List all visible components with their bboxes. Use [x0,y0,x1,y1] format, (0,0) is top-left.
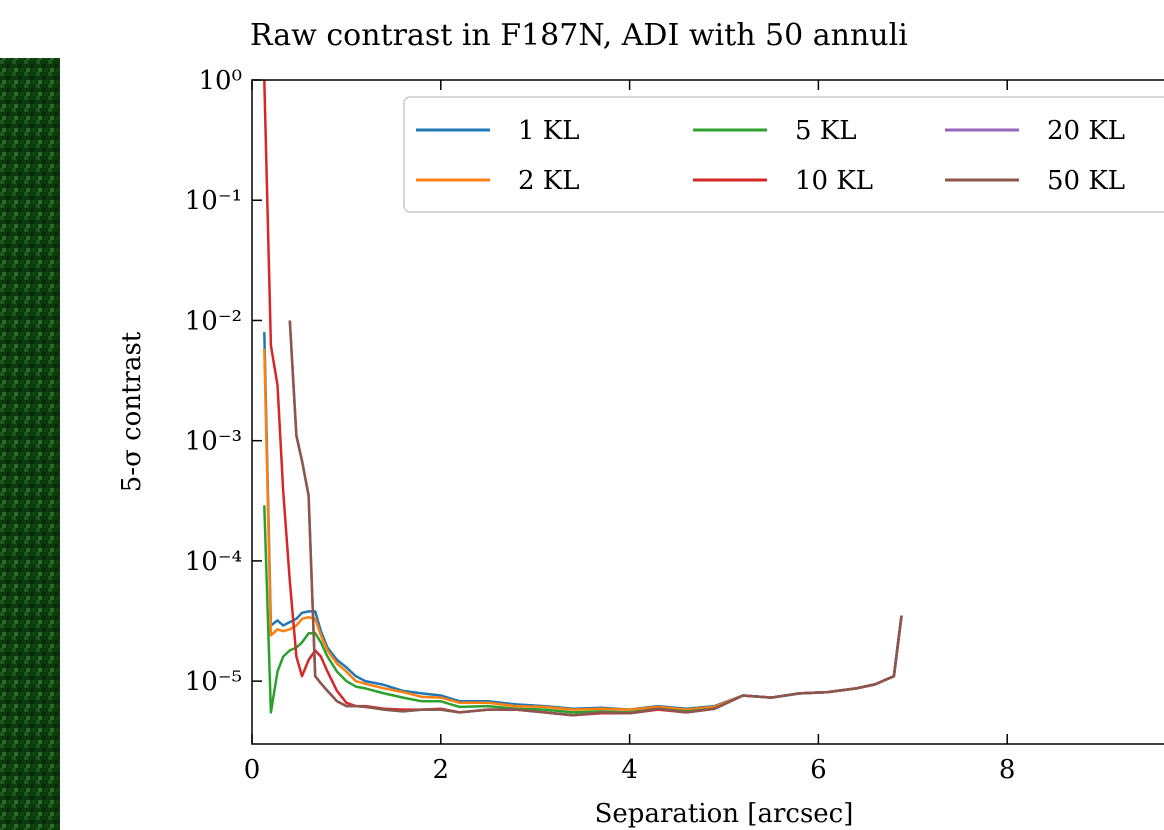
y-tick-label: 10⁰ [198,66,242,96]
legend-label: 20 KL [1047,116,1125,146]
y-tick-label: 10⁻² [185,306,242,336]
plot-area [263,79,903,717]
legend-label: 1 KL [518,116,580,146]
legend-label: 10 KL [795,166,873,196]
legend-label: 5 KL [795,116,857,146]
legend-label: 50 KL [1047,166,1125,196]
legend-label: 2 KL [518,166,580,196]
series-line [263,348,903,711]
x-axis-label: Separation [arcsec] [595,799,854,829]
y-axis-label: 5-σ contrast [117,331,147,492]
x-tick-label: 2 [433,755,450,785]
y-tick-label: 10⁻¹ [185,186,242,216]
y-tick-label: 10⁻⁵ [185,667,242,697]
axes-frame [251,79,1164,745]
series-line [288,320,903,717]
series-line [263,332,903,711]
x-tick-label: 4 [621,755,638,785]
x-tick-label: 8 [999,755,1016,785]
x-tick-label: 6 [810,755,827,785]
image-panel [0,58,60,830]
y-tick-label: 10⁻⁴ [185,547,242,577]
axes: 10⁰ 10⁻¹ 10⁻² 10⁻³ 10⁻⁴ 10⁻⁵ 0 2 4 6 8 [185,66,1164,785]
legend-box [403,96,1164,213]
y-tick-label: 10⁻³ [185,427,242,457]
legend: 1 KL 2 KL 5 KL 10 KL 20 KL 50 KL [403,96,1164,213]
x-tick-label: 0 [244,755,261,785]
chart-title: Raw contrast in F187N, ADI with 50 annul… [250,18,908,53]
series-line [288,320,903,717]
